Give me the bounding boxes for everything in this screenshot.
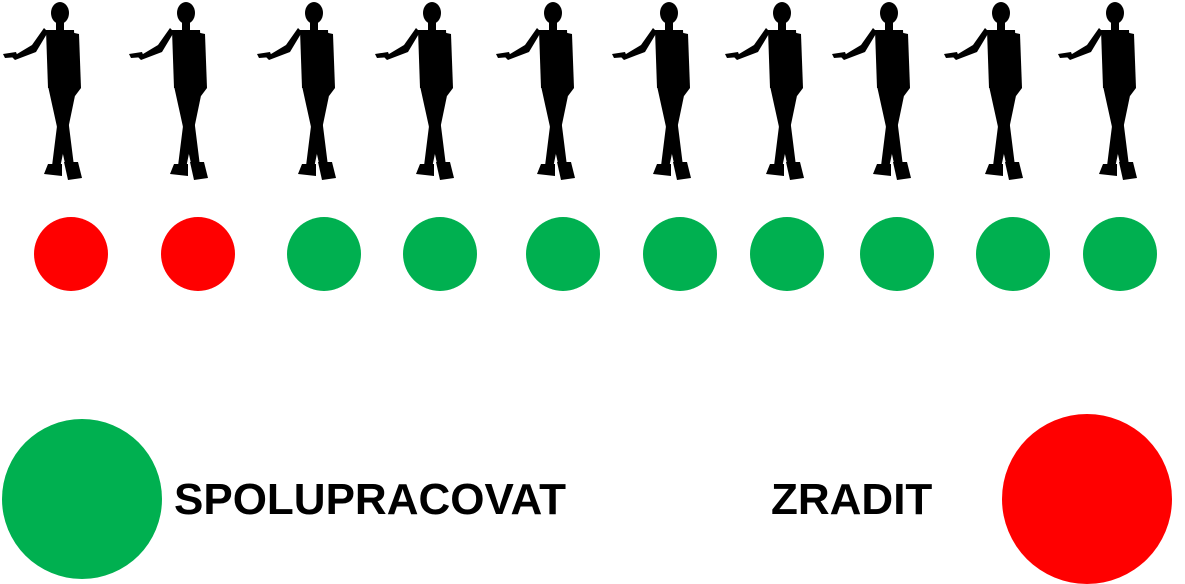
person-silhouette-icon <box>612 2 691 180</box>
people-row <box>3 2 1137 180</box>
choice-dots-row <box>34 217 1157 291</box>
person-silhouette-icon <box>375 2 454 180</box>
betray-dot <box>34 217 108 291</box>
cooperate-dot <box>860 217 934 291</box>
cooperate-dot <box>403 217 477 291</box>
person-silhouette-icon <box>1058 2 1137 180</box>
cooperate-dot <box>526 217 600 291</box>
person-silhouette-icon <box>496 2 575 180</box>
person-silhouette-icon <box>129 2 208 180</box>
person-silhouette-icon <box>944 2 1023 180</box>
cooperate-dot <box>643 217 717 291</box>
betray-dot <box>161 217 235 291</box>
cooperate-dot <box>1083 217 1157 291</box>
cooperate-dot <box>976 217 1050 291</box>
person-silhouette-icon <box>832 2 911 180</box>
cooperate-dot <box>287 217 361 291</box>
cooperate-label: SPOLUPRACOVAT <box>174 475 566 524</box>
betray-legend-circle <box>1002 414 1172 584</box>
cooperate-dot <box>750 217 824 291</box>
cooperate-legend-circle <box>2 419 162 579</box>
betray-label: ZRADIT <box>771 475 933 524</box>
person-silhouette-icon <box>725 2 804 180</box>
person-silhouette-icon <box>257 2 336 180</box>
person-silhouette-icon <box>3 2 82 180</box>
